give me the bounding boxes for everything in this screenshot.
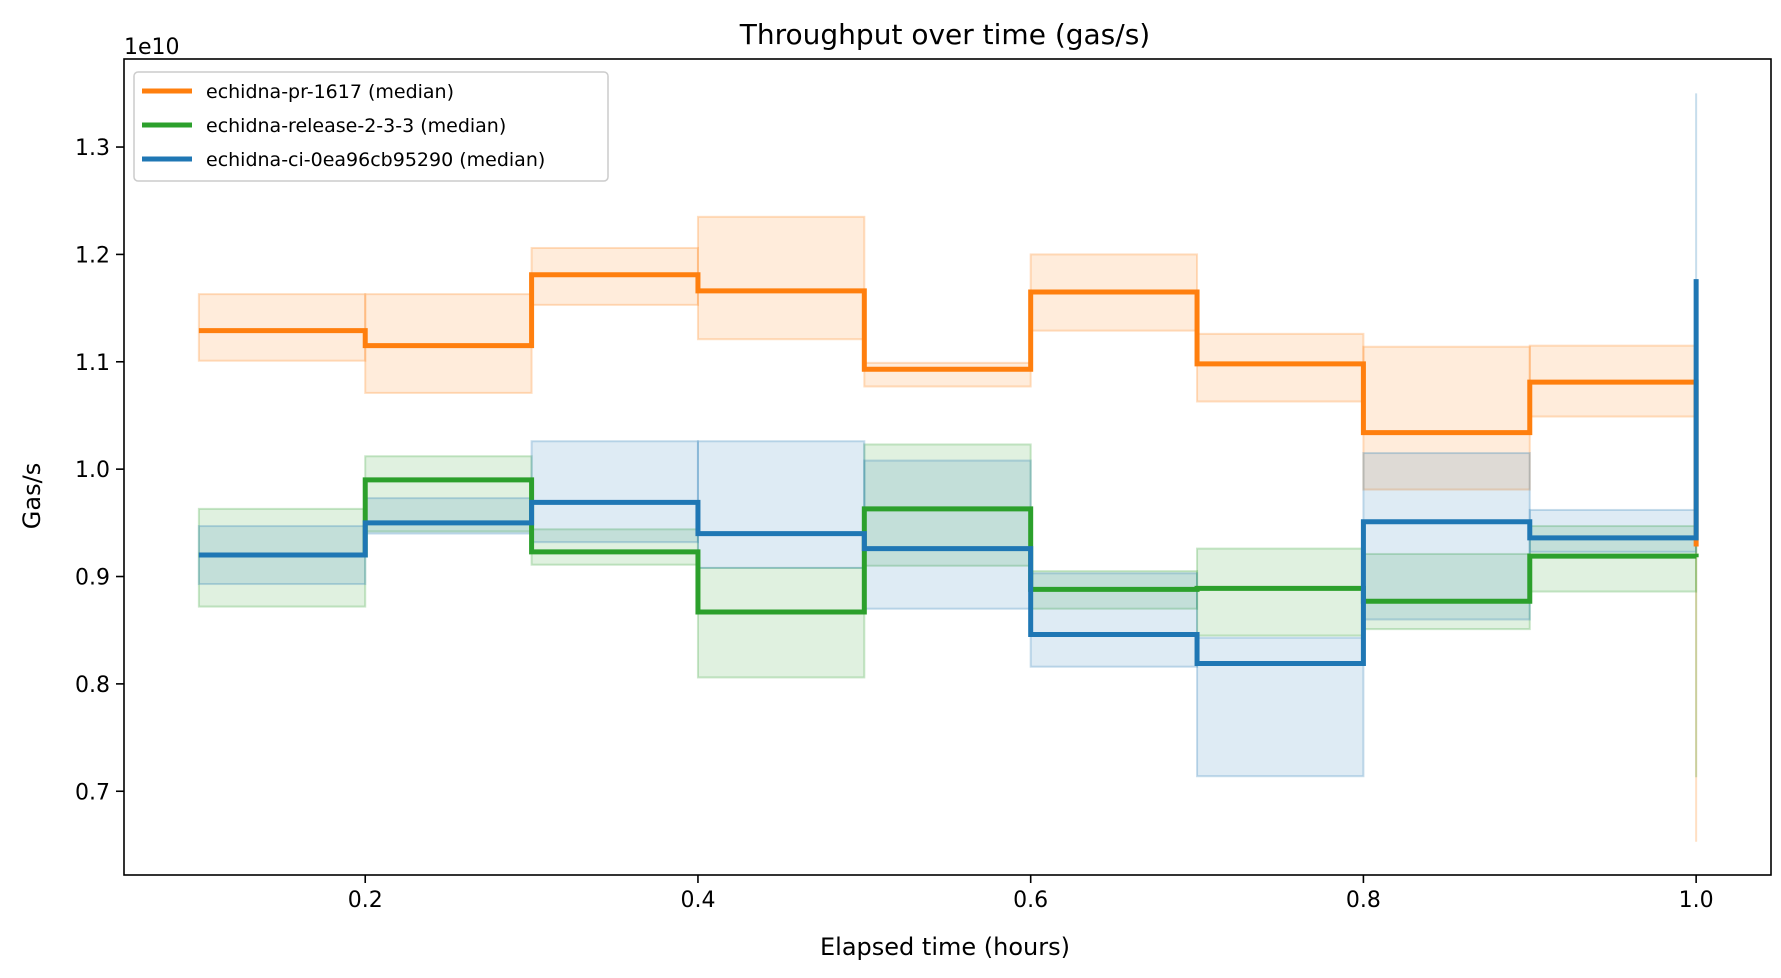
y-tick-label: 0.8 bbox=[75, 673, 110, 698]
y-tick-label: 1.2 bbox=[75, 243, 110, 268]
legend-box bbox=[133, 71, 609, 182]
median-lines bbox=[198, 272, 1699, 666]
band-echidna-pr-1617-6 bbox=[1196, 332, 1365, 403]
chart-title: Throughput over time (gas/s) bbox=[739, 18, 1150, 51]
y-offset-label: 1e10 bbox=[124, 35, 180, 60]
y-tick-label: 0.9 bbox=[75, 566, 110, 591]
band-echidna-ci-0ea96cb95290-4 bbox=[863, 459, 1032, 610]
band-echidna-ci-0ea96cb95290-7 bbox=[1362, 452, 1531, 621]
band-echidna-release-2-3-3-4 bbox=[863, 443, 1032, 567]
band-echidna-ci-0ea96cb95290-6 bbox=[1196, 636, 1365, 778]
y-tick-label: 1.3 bbox=[75, 136, 110, 161]
band-echidna-release-2-3-3-0 bbox=[197, 507, 367, 608]
band-echidna-ci-0ea96cb95290-2 bbox=[530, 440, 699, 544]
y-tick-label: 1.1 bbox=[75, 351, 110, 376]
x-tick-label: 0.4 bbox=[680, 888, 715, 913]
band-echidna-pr-1617-3 bbox=[696, 215, 866, 341]
y-axis-ticks: 0.7 0.8 0.9 1.0 1.1 1.2 1.3 bbox=[75, 136, 124, 805]
x-axis-ticks: 0.2 0.4 0.6 0.8 1.0 bbox=[348, 875, 1714, 913]
legend-label-echidna-pr-1617: echidna-pr-1617 (median) bbox=[206, 81, 454, 103]
legend-label-echidna-ci-0ea96cb95290: echidna-ci-0ea96cb95290 (median) bbox=[206, 149, 545, 171]
x-tick-label: 1.0 bbox=[1679, 888, 1714, 913]
x-tick-label: 0.2 bbox=[348, 888, 383, 913]
median-line-echidna-pr-1617 bbox=[198, 272, 1699, 547]
band-echidna-ci-0ea96cb95290-8 bbox=[1528, 508, 1698, 553]
band-echidna-pr-1617-4 bbox=[863, 361, 1032, 388]
median-line-echidna-release-2-3-3 bbox=[198, 477, 1699, 615]
median-line-echidna-ci-0ea96cb95290 bbox=[198, 279, 1699, 666]
band-echidna-release-2-3-3-3 bbox=[696, 566, 866, 679]
y-tick-label: 0.7 bbox=[75, 780, 110, 805]
band-echidna-release-2-3-3-2 bbox=[530, 528, 699, 566]
x-axis-label: Elapsed time (hours) bbox=[820, 933, 1070, 961]
x-tick-label: 0.8 bbox=[1346, 888, 1381, 913]
legend-label-echidna-release-2-3-3: echidna-release-2-3-3 (median) bbox=[206, 115, 506, 137]
y-tick-label: 1.0 bbox=[75, 458, 110, 483]
band-echidna-ci-0ea96cb95290-1 bbox=[364, 497, 533, 535]
legend: echidna-pr-1617 (median) echidna-release-… bbox=[133, 71, 609, 182]
band-echidna-pr-1617-0 bbox=[197, 293, 367, 362]
x-tick-label: 0.6 bbox=[1013, 888, 1048, 913]
y-axis-label: Gas/s bbox=[18, 463, 46, 529]
band-echidna-release-2-3-3-6 bbox=[1196, 547, 1365, 637]
band-echidna-ci-0ea96cb95290-3 bbox=[696, 440, 866, 569]
band-echidna-pr-1617-7 bbox=[1362, 345, 1531, 491]
plot-frame bbox=[123, 58, 1772, 876]
band-echidna-release-2-3-3-7 bbox=[1362, 552, 1531, 631]
